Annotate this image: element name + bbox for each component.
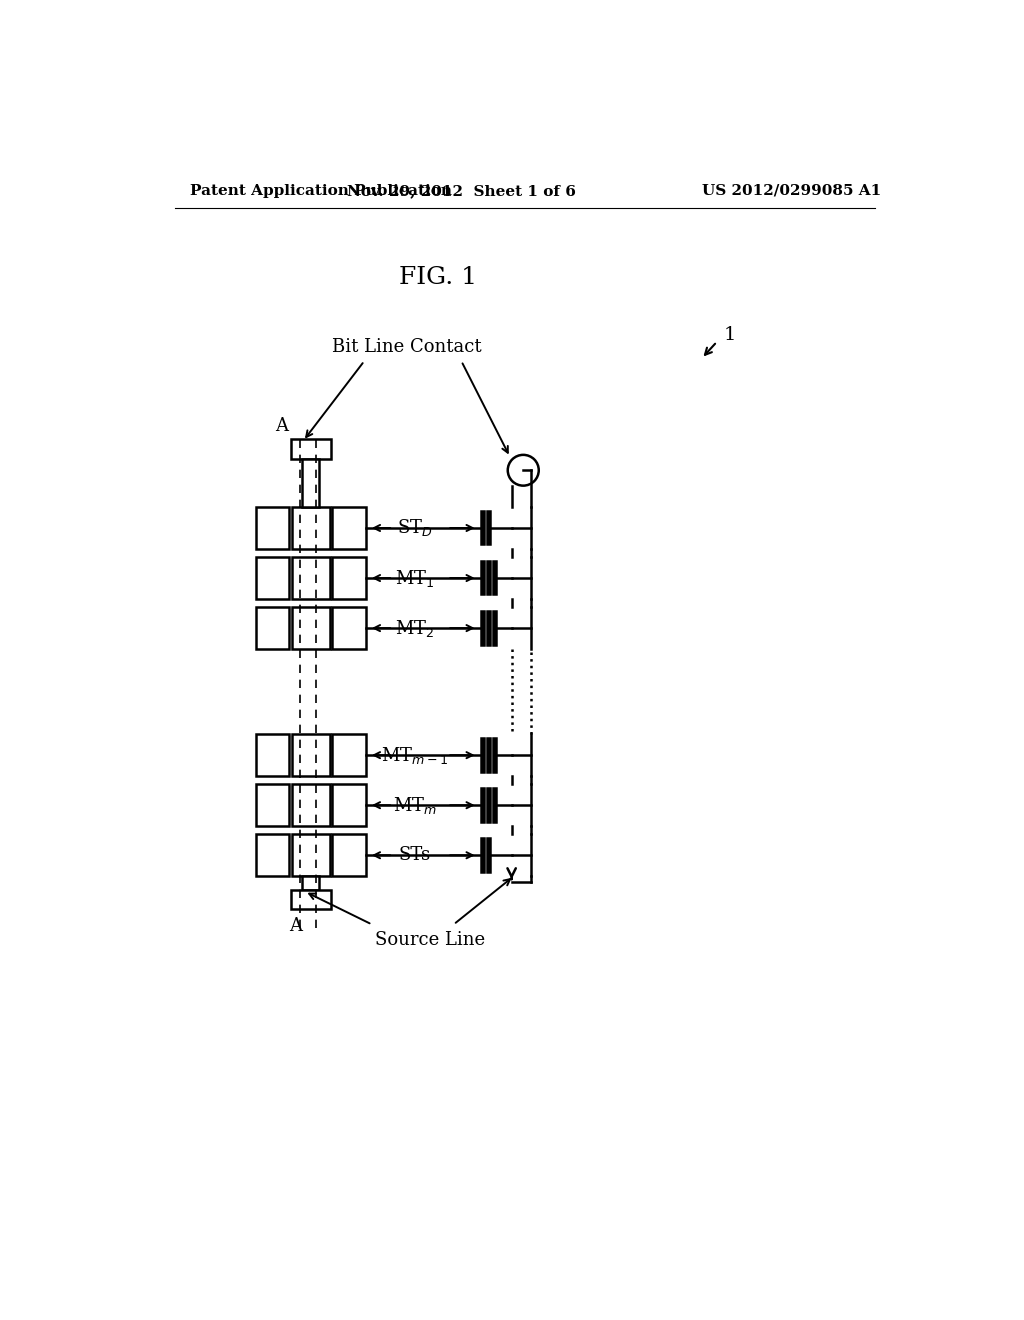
Bar [292, 784, 330, 826]
Bar [292, 507, 330, 549]
Bar [256, 784, 289, 826]
Bar [332, 607, 366, 649]
Bar [302, 459, 319, 507]
Text: Patent Application Publication: Patent Application Publication [190, 183, 452, 198]
Bar [332, 784, 366, 826]
Bar [292, 834, 330, 876]
Bar [302, 876, 319, 890]
Circle shape [508, 455, 539, 486]
Bar [256, 607, 289, 649]
Bar [292, 557, 330, 599]
Bar [256, 834, 289, 876]
Bar [291, 440, 331, 459]
Text: MT$_m$: MT$_m$ [393, 795, 437, 816]
Text: FIG. 1: FIG. 1 [399, 267, 477, 289]
Text: Bit Line Contact: Bit Line Contact [332, 338, 482, 356]
Bar [256, 557, 289, 599]
Text: STs: STs [398, 846, 431, 865]
Bar [332, 834, 366, 876]
Bar [332, 734, 366, 776]
Text: MT$_2$: MT$_2$ [395, 618, 434, 639]
Text: MT$_{m-1}$: MT$_{m-1}$ [381, 744, 449, 766]
Text: ST$_D$: ST$_D$ [397, 517, 432, 539]
Text: 1: 1 [723, 326, 735, 345]
Text: Nov. 29, 2012  Sheet 1 of 6: Nov. 29, 2012 Sheet 1 of 6 [347, 183, 575, 198]
Text: A: A [289, 917, 302, 935]
Bar [256, 734, 289, 776]
Text: US 2012/0299085 A1: US 2012/0299085 A1 [701, 183, 881, 198]
Bar [332, 557, 366, 599]
Text: Source Line: Source Line [375, 931, 485, 949]
Bar [292, 607, 330, 649]
Bar [292, 734, 330, 776]
Bar [291, 890, 331, 909]
Bar [332, 507, 366, 549]
Text: A: A [275, 417, 288, 434]
Text: MT$_1$: MT$_1$ [395, 568, 434, 589]
Bar [256, 507, 289, 549]
